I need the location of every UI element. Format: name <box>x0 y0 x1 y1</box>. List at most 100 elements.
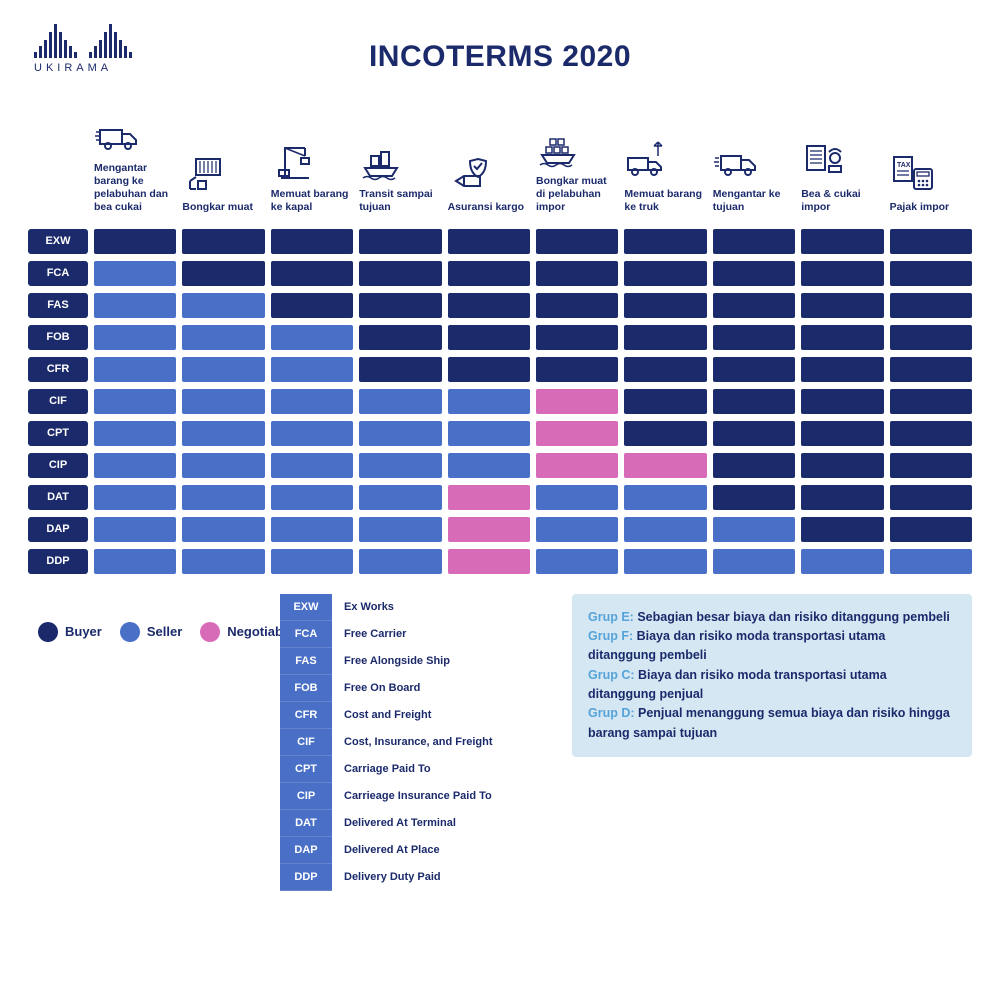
matrix-cell <box>359 485 441 510</box>
matrix-cell <box>713 261 795 286</box>
column-headers: Mengantar barang ke pelabuhan dan bea cu… <box>28 106 972 215</box>
matrix-cell <box>713 229 795 254</box>
definition-code: CIP <box>280 783 332 810</box>
matrix-row: EXW <box>28 229 972 254</box>
matrix-cell <box>448 517 530 542</box>
matrix-cell <box>713 357 795 382</box>
matrix-cell <box>271 485 353 510</box>
matrix-cell <box>801 261 883 286</box>
matrix-row: DAP <box>28 517 972 542</box>
definition-text: Delivered At Place <box>332 837 560 864</box>
definition-code: CIF <box>280 729 332 756</box>
matrix-cell <box>271 389 353 414</box>
column-label: Memuat barang ke kapal <box>271 188 353 214</box>
matrix-row: CIP <box>28 453 972 478</box>
legend-swatch <box>120 622 140 642</box>
matrix-cell <box>182 549 264 574</box>
matrix-cell <box>713 549 795 574</box>
matrix-cell <box>801 229 883 254</box>
matrix-cell <box>890 517 972 542</box>
matrix-cell <box>890 389 972 414</box>
matrix-cell <box>536 549 618 574</box>
groups-box: Grup E: Sebagian besar biaya dan risiko … <box>572 594 972 758</box>
matrix-cell <box>94 261 176 286</box>
matrix-cell <box>536 293 618 318</box>
definition-text: Carrieage Insurance Paid To <box>332 783 560 810</box>
matrix-row: CFR <box>28 357 972 382</box>
definition-text: Cost and Freight <box>332 702 560 729</box>
column-header: Transit sampai tujuan <box>359 132 441 214</box>
matrix-cell <box>182 357 264 382</box>
column-header: Bongkar muat <box>182 145 264 214</box>
definition-text: Ex Works <box>332 594 560 621</box>
group-name: Grup F: <box>588 629 637 643</box>
matrix-cell <box>448 229 530 254</box>
column-header: Memuat barang ke truk <box>624 132 706 214</box>
matrix-cell <box>359 453 441 478</box>
definition-row: CIPCarrieage Insurance Paid To <box>280 783 560 810</box>
column-header: Memuat barang ke kapal <box>271 132 353 214</box>
matrix-cell <box>801 293 883 318</box>
matrix-cell <box>536 453 618 478</box>
page-title: INCOTERMS 2020 <box>28 40 972 74</box>
matrix-row: DDP <box>28 549 972 574</box>
matrix-cell <box>448 421 530 446</box>
matrix-cell <box>713 389 795 414</box>
column-label: Transit sampai tujuan <box>359 188 441 214</box>
matrix-cell <box>713 485 795 510</box>
matrix-cell <box>801 357 883 382</box>
matrix-cell <box>182 485 264 510</box>
insurance-box-icon <box>448 145 530 195</box>
definition-code: CFR <box>280 702 332 729</box>
matrix-cell <box>713 421 795 446</box>
matrix-cell <box>94 485 176 510</box>
matrix-cell <box>448 549 530 574</box>
group-description: Grup D: Penjual menanggung semua biaya d… <box>588 704 956 743</box>
matrix-cell <box>713 453 795 478</box>
matrix-cell <box>713 293 795 318</box>
matrix-cell <box>359 357 441 382</box>
group-text: Penjual menanggung semua biaya dan risik… <box>588 706 950 739</box>
matrix-cell <box>182 325 264 350</box>
matrix-cell <box>94 421 176 446</box>
matrix-cell <box>801 453 883 478</box>
delivery-truck-icon <box>713 132 795 182</box>
group-text: Sebagian besar biaya dan risiko ditanggu… <box>637 610 950 624</box>
row-code: FCA <box>28 261 88 286</box>
matrix-cell <box>271 229 353 254</box>
column-header: Bea & cukai impor <box>801 132 883 214</box>
matrix-row: CPT <box>28 421 972 446</box>
row-code: CIP <box>28 453 88 478</box>
matrix-cell <box>359 229 441 254</box>
legend-label: Buyer <box>65 624 102 639</box>
column-label: Asuransi kargo <box>448 201 530 214</box>
matrix-cell <box>536 261 618 286</box>
matrix-cell <box>94 453 176 478</box>
matrix-cell <box>271 293 353 318</box>
matrix-cell <box>801 517 883 542</box>
brand-name: UKIRAMA <box>34 62 132 74</box>
matrix-cell <box>448 389 530 414</box>
row-code: DAT <box>28 485 88 510</box>
matrix-cell <box>271 549 353 574</box>
definition-text: Free Carrier <box>332 621 560 648</box>
definition-text: Delivered At Terminal <box>332 810 560 837</box>
matrix-cell <box>448 357 530 382</box>
matrix-cell <box>182 293 264 318</box>
matrix-row: CIF <box>28 389 972 414</box>
matrix-cell <box>536 517 618 542</box>
matrix-cell <box>624 261 706 286</box>
matrix-cell <box>94 229 176 254</box>
column-header: Asuransi kargo <box>448 145 530 214</box>
matrix-cell <box>448 293 530 318</box>
column-header: Mengantar barang ke pelabuhan dan bea cu… <box>94 106 176 215</box>
definition-text: Carriage Paid To <box>332 756 560 783</box>
definition-text: Free Alongside Ship <box>332 648 560 675</box>
row-code: DAP <box>28 517 88 542</box>
matrix-cell <box>448 485 530 510</box>
column-label: Bongkar muat di pelabuhan impor <box>536 175 618 214</box>
matrix-cell <box>890 261 972 286</box>
definition-code: FOB <box>280 675 332 702</box>
definition-row: CIFCost, Insurance, and Freight <box>280 729 560 756</box>
definitions-table: EXWEx WorksFCAFree CarrierFASFree Alongs… <box>280 594 560 891</box>
